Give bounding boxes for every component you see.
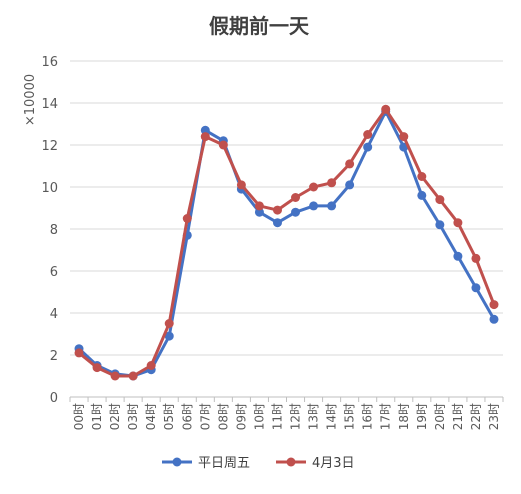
legend-item: 4月3日 (276, 456, 355, 471)
data-point (146, 361, 156, 370)
series-line (77, 109, 496, 378)
data-point (182, 214, 192, 223)
legend: 平日周五 4月3日 (162, 456, 355, 471)
data-point (327, 201, 337, 211)
y-tick-label: 12 (41, 139, 58, 154)
y-tick-label: 0 (50, 391, 58, 406)
data-point (254, 207, 264, 217)
data-point (471, 253, 481, 263)
data-point (417, 172, 427, 181)
y-tick-labels: 0 2 4 6 8 10 12 14 16 (41, 55, 58, 406)
data-point (489, 300, 499, 310)
x-tick-label: 22时 (469, 403, 483, 430)
x-tick-label: 18时 (397, 403, 411, 430)
chart-title: 假期前一天 (209, 14, 310, 38)
data-point (272, 205, 282, 215)
series-line (77, 107, 496, 378)
data-point (309, 182, 319, 192)
data-point (381, 104, 391, 114)
series-layer (74, 104, 499, 381)
data-point (417, 190, 427, 200)
data-point (218, 140, 228, 150)
data-point (399, 132, 409, 142)
x-tick-label: 13时 (307, 403, 321, 430)
data-point (345, 180, 355, 190)
x-tick-label: 02时 (108, 403, 122, 430)
y-tick-label: 4 (50, 307, 58, 322)
data-point (254, 201, 264, 211)
x-tick-label: 16时 (361, 403, 375, 430)
x-tick-label: 21时 (451, 403, 465, 430)
x-tick-label: 12时 (289, 403, 303, 430)
data-point (164, 319, 174, 328)
x-tick-label: 01时 (90, 403, 104, 430)
legend-label: 平日周五 (198, 456, 250, 471)
data-point (236, 180, 246, 190)
y-tick-label: 10 (41, 181, 58, 196)
legend-marker (172, 457, 182, 467)
x-tick-label: 15时 (343, 403, 357, 430)
data-point (435, 220, 445, 230)
data-point (200, 125, 210, 135)
legend-item: 平日周五 (162, 456, 250, 471)
data-point (327, 178, 337, 188)
data-point (309, 201, 319, 211)
x-tick-label: 14时 (325, 403, 339, 430)
data-point (200, 132, 210, 142)
x-tick-label: 09时 (234, 403, 248, 430)
x-tick-label: 05时 (162, 403, 176, 430)
data-point (164, 331, 174, 341)
data-point (74, 348, 84, 358)
x-tick-label: 10时 (252, 403, 266, 430)
x-tick-label: 00时 (72, 403, 86, 430)
x-tick-label: 06时 (180, 403, 194, 430)
data-point (435, 195, 445, 205)
x-tick-label: 20时 (433, 403, 447, 430)
y-tick-label: 16 (41, 55, 58, 70)
data-point (291, 193, 301, 202)
y-tick-label: 14 (41, 97, 58, 112)
y-tick-label: 2 (50, 349, 58, 364)
x-tick-labels: 00时 01时 02时 03时 04时 05时 06时 07时 08时 09时 10时 11时 12时 1… (72, 403, 501, 430)
data-point (363, 142, 373, 152)
x-tick-label: 23时 (487, 403, 501, 430)
series-2 (74, 104, 499, 381)
series-1 (74, 106, 499, 381)
x-tick-label: 04时 (144, 403, 158, 430)
data-point (453, 251, 463, 261)
data-point (363, 130, 373, 139)
x-tick-label: 03时 (126, 403, 140, 430)
data-point (272, 218, 282, 228)
data-point (92, 363, 102, 373)
y-axis-label: ×10000 (23, 74, 38, 126)
gridlines (69, 60, 504, 402)
legend-label: 4月3日 (312, 456, 355, 471)
y-tick-label: 6 (50, 265, 58, 280)
x-tick-label: 08时 (216, 403, 230, 430)
data-point (489, 314, 499, 324)
data-point (110, 371, 120, 381)
x-tick-label: 11时 (270, 403, 284, 430)
data-point (128, 371, 138, 381)
data-point (453, 218, 463, 228)
legend-marker (286, 457, 296, 467)
x-tick-label: 19时 (415, 403, 429, 430)
data-point (471, 283, 481, 293)
data-point (345, 159, 355, 169)
x-tick-label: 07时 (198, 403, 212, 430)
y-tick-label: 8 (50, 223, 58, 238)
data-point (291, 207, 301, 217)
x-tick-label: 17时 (379, 403, 393, 430)
